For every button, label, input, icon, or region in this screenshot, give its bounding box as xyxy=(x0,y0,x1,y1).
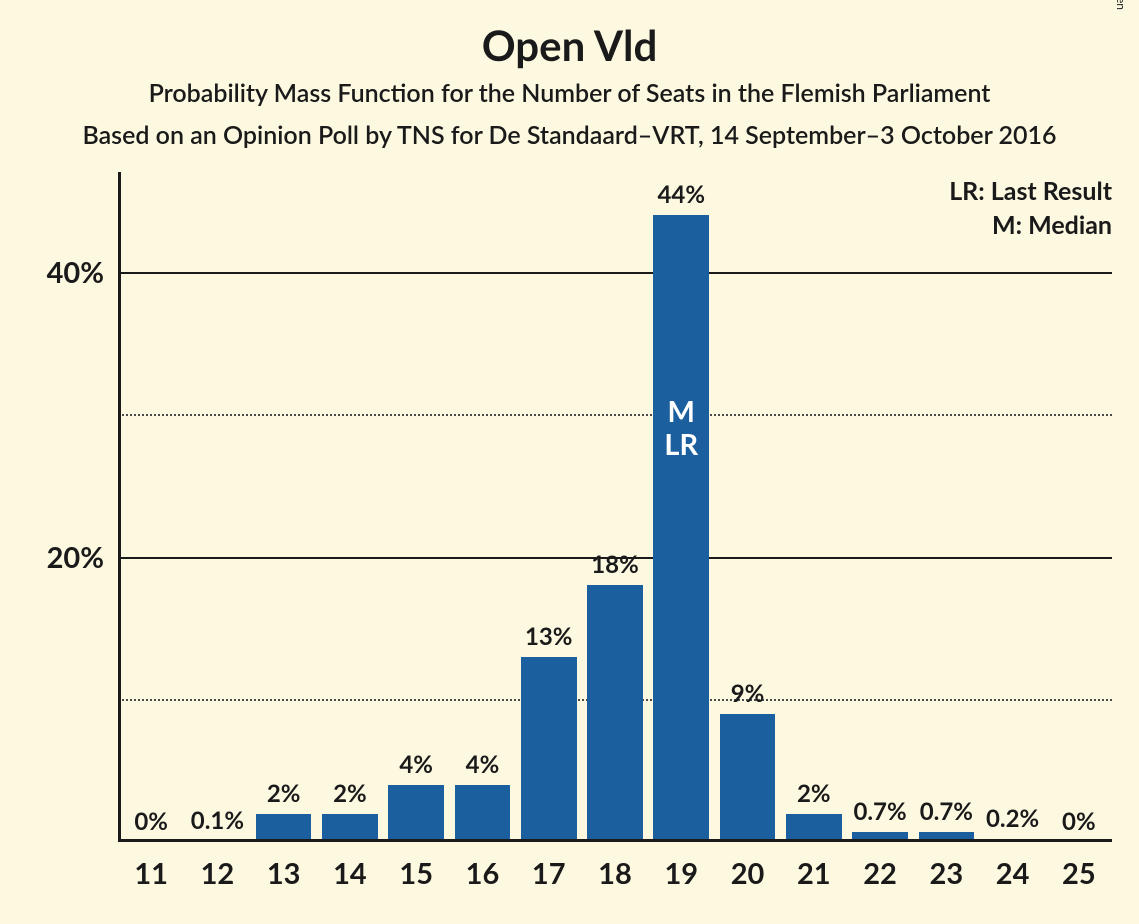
y-tick-label: 20% xyxy=(47,540,104,575)
bar xyxy=(521,657,577,842)
y-tick-label: 40% xyxy=(47,255,104,290)
x-tick-label: 22 xyxy=(847,856,913,891)
legend-last-result: LR: Last Result xyxy=(949,176,1112,206)
y-axis-line xyxy=(118,172,121,842)
x-tick-label: 18 xyxy=(582,856,648,891)
bar-value-label: 0.7% xyxy=(913,797,979,826)
bar-value-label: 0.2% xyxy=(979,804,1045,833)
x-tick-label: 25 xyxy=(1046,856,1112,891)
x-tick-label: 15 xyxy=(383,856,449,891)
bar-value-label: 0.1% xyxy=(184,806,250,835)
bar xyxy=(786,814,842,843)
bar-value-label: 0% xyxy=(118,807,184,836)
bar xyxy=(455,785,511,842)
chart-canvas: Open Vld Probability Mass Function for t… xyxy=(0,0,1139,924)
legend-median: M: Median xyxy=(992,210,1112,240)
bar xyxy=(388,785,444,842)
bar-value-label: 18% xyxy=(582,550,648,579)
median-marker: MLR xyxy=(653,395,709,462)
bar-value-label: 4% xyxy=(449,750,515,779)
bar-value-label: 0.7% xyxy=(847,797,913,826)
bar-value-label: 13% xyxy=(516,622,582,651)
bar xyxy=(720,714,776,842)
bar-value-label: 44% xyxy=(648,180,714,209)
bar xyxy=(322,814,378,843)
plot-area: 0%0.1%2%2%4%4%13%18%MLR44%9%2%0.7%0.7%0.… xyxy=(118,172,1112,842)
x-tick-label: 19 xyxy=(648,856,714,891)
bar-value-label: 9% xyxy=(714,679,780,708)
x-tick-label: 23 xyxy=(913,856,979,891)
copyright-text: © 2018 Filip van Laenen xyxy=(1114,0,1129,10)
gridline-minor xyxy=(118,414,1112,416)
bar-value-label: 0% xyxy=(1046,807,1112,836)
chart-subtitle-2: Based on an Opinion Poll by TNS for De S… xyxy=(0,120,1139,150)
x-axis-line xyxy=(118,839,1112,842)
x-tick-label: 17 xyxy=(516,856,582,891)
bar-value-label: 2% xyxy=(781,779,847,808)
x-tick-label: 21 xyxy=(781,856,847,891)
chart-subtitle-1: Probability Mass Function for the Number… xyxy=(0,78,1139,108)
x-tick-label: 20 xyxy=(714,856,780,891)
gridline-major xyxy=(118,272,1112,274)
chart-title: Open Vld xyxy=(0,20,1139,70)
x-tick-label: 12 xyxy=(184,856,250,891)
bar xyxy=(256,814,312,843)
bar xyxy=(587,585,643,842)
x-tick-label: 24 xyxy=(979,856,1045,891)
bar-value-label: 4% xyxy=(383,750,449,779)
x-tick-label: 16 xyxy=(449,856,515,891)
bar-value-label: 2% xyxy=(251,779,317,808)
x-tick-label: 11 xyxy=(118,856,184,891)
x-tick-label: 13 xyxy=(251,856,317,891)
bar: MLR xyxy=(653,215,709,842)
bar-value-label: 2% xyxy=(317,779,383,808)
x-tick-label: 14 xyxy=(317,856,383,891)
